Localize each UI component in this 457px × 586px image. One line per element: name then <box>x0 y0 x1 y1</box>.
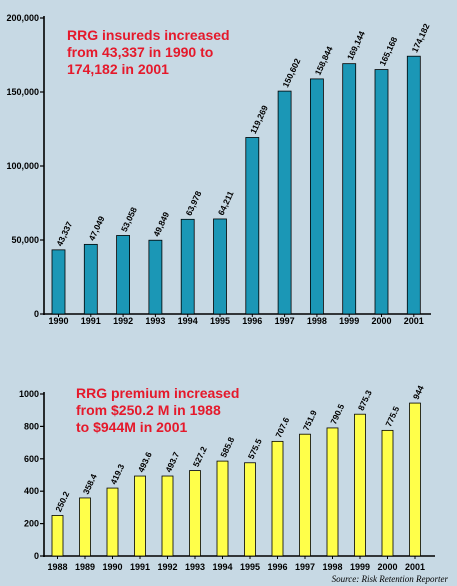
bar <box>213 218 227 315</box>
x-tick-label: 1997 <box>275 316 295 326</box>
data-label: 49,849 <box>151 210 171 238</box>
chart-title-line: RRG insureds increased <box>67 27 230 43</box>
bar <box>148 239 163 315</box>
data-label: 775.5 <box>383 404 401 428</box>
data-label: 150,602 <box>280 57 302 89</box>
x-tick-label: 1998 <box>307 316 327 326</box>
x-tick-label: 1992 <box>157 562 177 572</box>
bar <box>51 515 64 557</box>
x-tick-label: 1996 <box>242 316 262 326</box>
insureds-chart: 0 50,000 100,000 150,000 200,000 1990 43,337 19… <box>6 13 431 326</box>
data-label: 875.3 <box>356 388 374 412</box>
bar <box>245 137 260 315</box>
bar <box>79 497 91 557</box>
x-tick-label: 2000 <box>377 562 397 572</box>
data-label: 158,844 <box>313 44 335 76</box>
x-tick-label: 2001 <box>404 316 424 326</box>
bar <box>83 243 98 315</box>
x-tick-label: 1999 <box>339 316 359 326</box>
data-label: 63,978 <box>183 189 203 217</box>
bar <box>134 475 146 557</box>
x-tick-label: 1994 <box>178 316 198 326</box>
x-tick-label: 2000 <box>371 316 391 326</box>
y-tick-label: 800 <box>24 421 39 431</box>
x-tick-label: 1996 <box>267 562 287 572</box>
data-label: 174,182 <box>410 22 432 54</box>
data-label: 250.2 <box>53 490 71 514</box>
y-tick-label: 600 <box>24 454 39 464</box>
data-label: 358.4 <box>81 472 99 496</box>
bar <box>244 462 256 557</box>
chart-title-line: RRG premium increased <box>76 385 239 401</box>
bar <box>51 249 66 315</box>
data-label: 527.2 <box>191 445 209 469</box>
bar <box>161 475 174 557</box>
bar <box>326 427 339 557</box>
y-tick-label: 400 <box>24 486 39 496</box>
bar <box>354 413 366 557</box>
source-note: Source: Risk Retention Reporter <box>331 574 448 584</box>
bar <box>299 433 311 557</box>
x-tick-label: 1994 <box>212 562 232 572</box>
chart-title-line: 174,182 in 2001 <box>67 61 169 77</box>
data-label: 64,211 <box>216 189 236 217</box>
premium-chart: 0 200 400 600 800 1000 1988 250.2 1989 358.4 1990 4… <box>19 384 435 572</box>
x-tick-label: 1995 <box>240 562 260 572</box>
x-tick-label: 1988 <box>47 562 67 572</box>
x-tick-label: 1991 <box>130 562 150 572</box>
bar <box>409 402 421 557</box>
bar <box>116 235 130 315</box>
data-label: 47,049 <box>87 214 107 242</box>
y-tick-label: 150,000 <box>6 87 39 97</box>
bar <box>374 69 389 315</box>
x-tick-label: 2001 <box>405 562 425 572</box>
x-tick-label: 1997 <box>295 562 315 572</box>
y-tick-label: 200 <box>24 519 39 529</box>
y-tick-label: 0 <box>34 309 39 319</box>
data-label: 707.6 <box>273 415 291 439</box>
data-label: 751.9 <box>301 408 319 432</box>
data-label: 165,168 <box>377 35 399 67</box>
data-label: 493.7 <box>163 450 181 474</box>
data-label: 493.6 <box>136 450 154 474</box>
y-tick-label: 1000 <box>19 389 39 399</box>
chart-title-line: from 43,337 in 1990 to <box>67 44 213 60</box>
bar <box>277 90 292 315</box>
x-tick-label: 1989 <box>75 562 95 572</box>
bar <box>106 487 119 557</box>
x-tick-label: 1995 <box>210 316 230 326</box>
bar <box>271 440 284 557</box>
data-label: 585.8 <box>218 435 236 459</box>
x-tick-label: 1998 <box>322 562 342 572</box>
bar <box>406 55 421 315</box>
data-label: 419.3 <box>108 462 126 486</box>
x-tick-label: 1992 <box>113 316 133 326</box>
y-tick-label: 0 <box>34 551 39 561</box>
y-tick-label: 50,000 <box>11 235 39 245</box>
chart-title-line: from $250.2 M in 1988 <box>76 402 221 418</box>
data-label: 575.5 <box>246 437 264 461</box>
data-label: 53,058 <box>119 205 139 233</box>
x-tick-label: 1990 <box>48 316 68 326</box>
y-tick-label: 100,000 <box>6 161 39 171</box>
bar <box>381 429 394 557</box>
x-tick-label: 1991 <box>81 316 101 326</box>
bar <box>180 218 195 315</box>
y-tick-label: 200,000 <box>6 13 39 23</box>
x-tick-label: 1990 <box>102 562 122 572</box>
data-label: 790.5 <box>328 402 346 426</box>
x-tick-label: 1993 <box>145 316 165 326</box>
bar <box>309 78 324 315</box>
data-label: 169,144 <box>345 29 367 61</box>
data-label: 944 <box>411 384 426 401</box>
data-label: 119,269 <box>248 103 270 135</box>
x-tick-label: 1993 <box>185 562 205 572</box>
x-tick-label: 1999 <box>350 562 370 572</box>
bar <box>342 63 357 315</box>
bar <box>216 460 229 557</box>
chart-title-line: to $944M in 2001 <box>76 419 187 435</box>
data-label: 43,337 <box>54 220 74 248</box>
bar <box>189 470 201 557</box>
